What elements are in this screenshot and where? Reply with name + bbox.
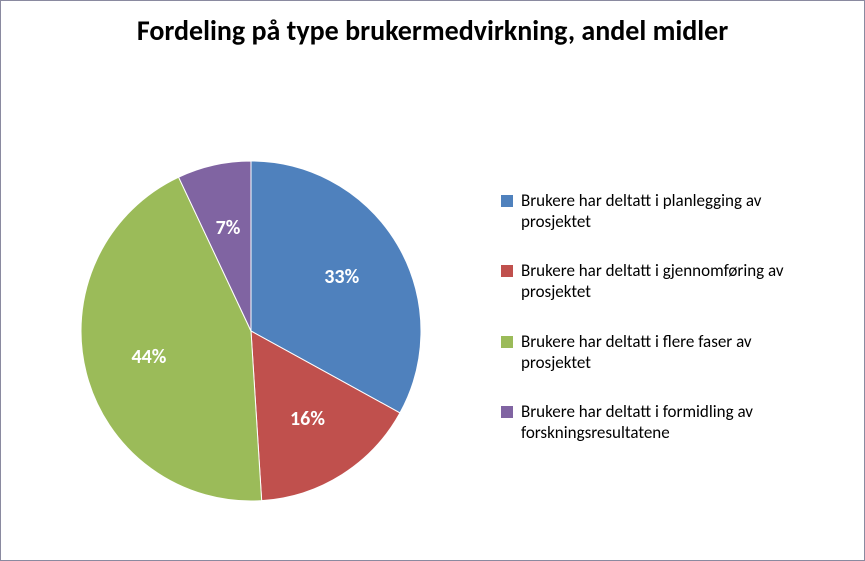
legend-item: Brukere har deltatt i formidling av fors…	[501, 401, 824, 444]
legend-label: Brukere har deltatt i planlegging av pro…	[521, 190, 791, 233]
pie-svg	[81, 161, 421, 501]
legend-swatch	[501, 195, 513, 207]
slice-label: 44%	[131, 345, 166, 369]
legend-label: Brukere har deltatt i flere faser av pro…	[521, 331, 791, 374]
slice-label: 16%	[290, 407, 325, 431]
legend-swatch	[501, 406, 513, 418]
chart-title: Fordeling på type brukermedvirkning, and…	[1, 15, 864, 47]
legend-swatch	[501, 336, 513, 348]
legend-item: Brukere har deltatt i flere faser av pro…	[501, 331, 824, 374]
slice-label: 33%	[324, 265, 359, 289]
chart-body: 33% 16% 44% 7% Brukere har deltatt i planle…	[1, 121, 864, 540]
legend: Brukere har deltatt i planlegging av pro…	[501, 190, 864, 472]
chart-frame: Fordeling på type brukermedvirkning, and…	[0, 0, 865, 561]
legend-item: Brukere har deltatt i planlegging av pro…	[501, 190, 824, 233]
pie-container: 33% 16% 44% 7%	[1, 121, 501, 541]
legend-label: Brukere har deltatt i formidling av fors…	[521, 401, 791, 444]
legend-item: Brukere har deltatt i gjennomføring av p…	[501, 260, 824, 303]
slice-label: 7%	[216, 216, 241, 240]
legend-label: Brukere har deltatt i gjennomføring av p…	[521, 260, 791, 303]
legend-swatch	[501, 265, 513, 277]
